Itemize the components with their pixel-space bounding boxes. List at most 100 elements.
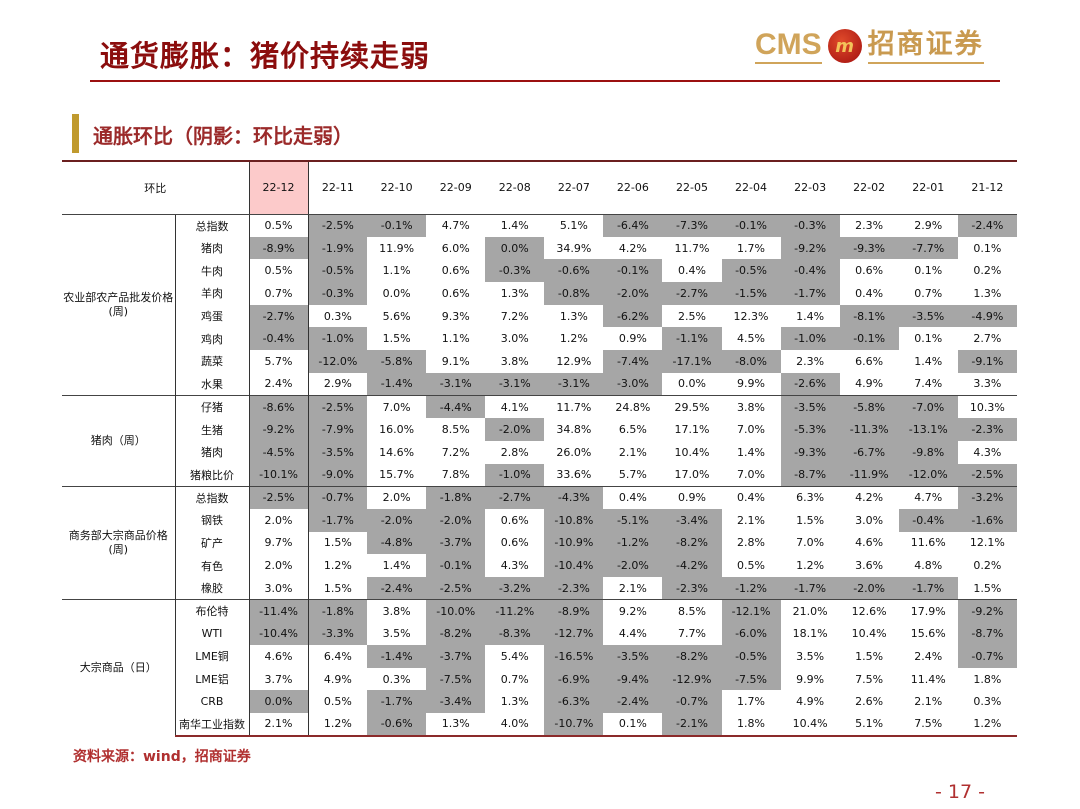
table-cell: -9.2% — [249, 418, 309, 441]
table-cell: -2.3% — [957, 418, 1017, 441]
column-header: 22-03 — [780, 160, 840, 215]
table-row: 猪肉 -4.5% -3.5% 14.6% 7.2% 2.8% 26.0% 2.1% 10.4% 1… — [62, 440, 1017, 464]
table-cell: -1.7% — [780, 577, 840, 600]
table-cell: 5.6% — [382, 309, 411, 323]
table-row: 水果 2.4% 2.9% -1.4% -3.1% -3.1% -3.1% -3.0% 0.0% 9… — [62, 372, 1017, 396]
table-cell: 2.3% — [796, 354, 825, 368]
table-cell: -9.8% — [898, 440, 958, 464]
table-cell: 0.5% — [249, 259, 309, 283]
table-cell: -7.3% — [662, 214, 722, 237]
table-cell: -2.4% — [957, 214, 1017, 237]
column-header: 22-05 — [662, 160, 722, 215]
table-row: 猪肉 -8.9% -1.9% 11.9% 6.0% 0.0% 34.9% 4.2% 11.7% 1… — [62, 236, 1017, 260]
table-cell: -3.1% — [544, 372, 604, 396]
row-label: 有色 — [175, 554, 250, 577]
column-header: 22-08 — [485, 160, 545, 215]
table-cell: -8.6% — [249, 395, 309, 419]
column-header: 22-09 — [426, 160, 486, 215]
table-cell: 7.2% — [500, 309, 529, 323]
table-cell: 1.5% — [323, 536, 352, 550]
table-cell: -1.0% — [308, 327, 368, 351]
table-row: 钢铁 2.0% -1.7% -2.0% -2.0% 0.6% -10.8% -5.1% -3.4… — [62, 508, 1017, 532]
table-cell: -11.3% — [839, 418, 899, 441]
table-cell: 1.3% — [426, 713, 486, 737]
table-cell: -1.4% — [367, 372, 427, 396]
table-cell: 1.8% — [721, 713, 781, 737]
table-cell: -8.1% — [839, 304, 899, 328]
table-cell: -12.1% — [721, 599, 781, 623]
table-row: 羊肉 0.7% -0.3% 0.0% 0.6% 1.3% -0.8% -2.0% -2.7% -1… — [62, 282, 1017, 305]
table-cell: 11.6% — [910, 536, 946, 550]
subtitle-accent-bar — [72, 114, 79, 153]
table-cell: 12.9% — [556, 354, 592, 368]
table-cell: 0.6% — [441, 286, 470, 300]
table-cell: -16.5% — [544, 645, 604, 668]
table-cell: -2.0% — [603, 554, 663, 577]
table-cell: 2.5% — [677, 309, 706, 323]
table-cell: -9.2% — [957, 599, 1017, 623]
table-cell: -10.9% — [544, 531, 604, 555]
table-cell: -4.5% — [249, 440, 309, 464]
table-cell: 1.2% — [957, 713, 1017, 737]
table-cell: 3.8% — [721, 395, 781, 419]
table-cell: -6.0% — [721, 622, 781, 646]
table-cell: 7.7% — [677, 627, 706, 641]
column-header: 22-11 — [308, 160, 368, 215]
table-cell: -2.5% — [426, 577, 486, 600]
table-cell: 0.7% — [914, 286, 943, 300]
table-cell: 11.7% — [674, 241, 710, 255]
row-label: 南华工业指数 — [175, 713, 250, 737]
table-cell: -7.7% — [898, 236, 958, 260]
column-header: 21-12 — [957, 160, 1017, 215]
table-cell: 0.0% — [677, 377, 706, 391]
table-cell: 12.3% — [733, 309, 769, 323]
table-cell: 0.6% — [441, 264, 470, 278]
row-label: 牛肉 — [175, 259, 250, 283]
section-subtitle: 通胀环比（阴影：环比走弱） — [93, 124, 353, 148]
column-header: 22-07 — [544, 160, 604, 215]
table-cell: 34.8% — [556, 423, 592, 437]
table-cell: -0.6% — [367, 713, 427, 737]
table-cell: 1.4% — [382, 559, 411, 573]
table-cell: 1.1% — [441, 332, 470, 346]
table-cell: -8.7% — [957, 622, 1017, 646]
table-cell: -3.4% — [426, 690, 486, 714]
table-cell: -10.4% — [544, 554, 604, 577]
table-cell: -9.3% — [780, 440, 840, 464]
page-number: - 17 - — [935, 781, 985, 803]
table-cell: -3.2% — [485, 577, 545, 600]
table-cell: -2.3% — [662, 577, 722, 600]
table-cell: 4.6% — [855, 536, 884, 550]
table-cell: 0.1% — [603, 713, 663, 737]
table-cell: 9.1% — [441, 354, 470, 368]
table-cell: 0.7% — [500, 672, 529, 686]
table-cell: -4.4% — [426, 395, 486, 419]
table-cell: -5.8% — [839, 395, 899, 419]
table-cell: -1.7% — [898, 577, 958, 600]
table-cell: 5.7% — [618, 468, 647, 482]
table-cell: 0.2% — [973, 559, 1002, 573]
table-cell: -0.4% — [249, 327, 309, 351]
table-cell: -11.4% — [249, 599, 309, 623]
table-cell: 2.3% — [855, 219, 884, 233]
table-cell: 6.5% — [618, 423, 647, 437]
table-row: LME铝 3.7% 4.9% 0.3% -7.5% 0.7% -6.9% -9.4% -12.9… — [62, 667, 1017, 691]
table-cell: -0.3% — [780, 214, 840, 237]
row-label: 猪肉 — [175, 440, 250, 464]
table-cell: 5.1% — [559, 219, 588, 233]
table-cell: -2.4% — [603, 690, 663, 714]
table-cell: 1.3% — [500, 286, 529, 300]
table-cell: 33.6% — [556, 468, 592, 482]
table-cell: 1.2% — [559, 332, 588, 346]
table-cell: 2.8% — [737, 536, 765, 550]
table-cell: 0.5% — [737, 559, 765, 573]
table-cell: -8.9% — [249, 236, 309, 260]
row-group-label: 农业部农产品批发价格 (周) — [62, 214, 176, 396]
table-cell: 4.7% — [441, 219, 470, 233]
table-cell: -8.9% — [544, 599, 604, 623]
table-cell: -3.5% — [308, 440, 368, 464]
table-cell: 11.4% — [910, 672, 946, 686]
table-cell: 9.9% — [796, 672, 825, 686]
table-cell: -0.1% — [426, 554, 486, 577]
table-cell: 1.3% — [500, 695, 529, 709]
